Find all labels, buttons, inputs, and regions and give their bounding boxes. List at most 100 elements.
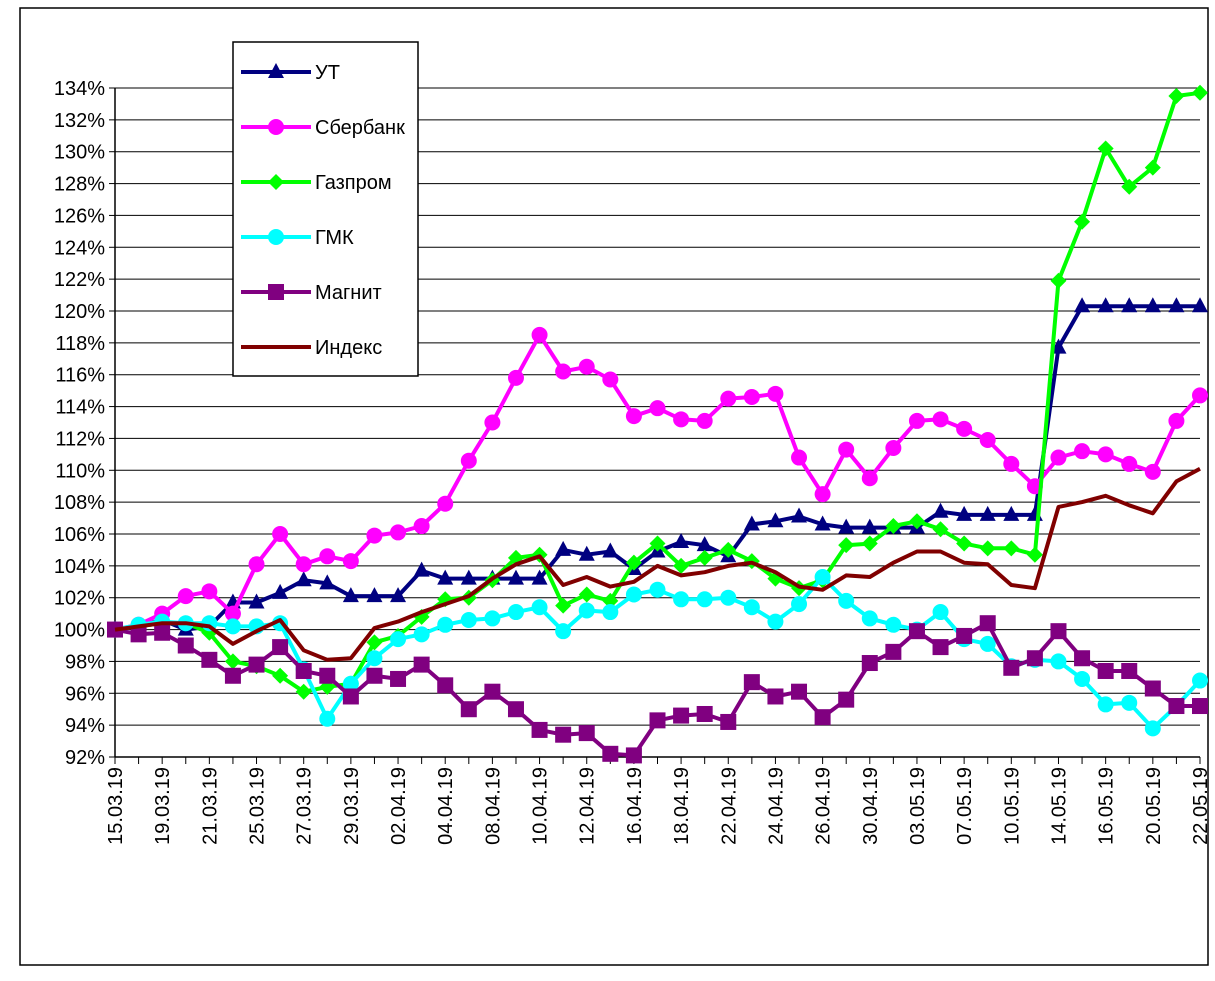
y-tick-label: 102% [54, 588, 105, 610]
marker [1050, 653, 1067, 670]
marker [1168, 297, 1185, 313]
marker [838, 592, 855, 609]
y-tick-label: 106% [54, 524, 105, 546]
marker [885, 643, 902, 660]
marker [979, 615, 996, 632]
marker [295, 571, 312, 587]
marker [625, 586, 642, 603]
marker [625, 554, 642, 571]
marker [720, 390, 737, 407]
marker [979, 432, 996, 449]
x-tick-label: 12.04.19 [577, 767, 599, 845]
marker [319, 667, 336, 684]
marker [342, 553, 359, 570]
x-tick-label: 14.05.19 [1048, 767, 1070, 845]
marker [861, 518, 878, 534]
marker [1050, 623, 1067, 640]
y-tick-label: 98% [65, 651, 105, 673]
y-tick-label: 112% [55, 428, 105, 450]
marker [413, 561, 430, 577]
marker [1121, 662, 1138, 679]
marker [531, 569, 548, 585]
marker [295, 683, 312, 700]
marker [956, 535, 973, 552]
marker [224, 605, 241, 622]
marker [767, 613, 784, 630]
marker [224, 667, 241, 684]
marker [743, 599, 760, 616]
marker [1192, 698, 1208, 715]
y-tick-label: 124% [54, 237, 105, 259]
legend-label: ГМК [315, 227, 354, 249]
marker [1144, 680, 1161, 697]
marker [1026, 546, 1043, 563]
marker [555, 597, 572, 614]
x-tick-label: 10.04.19 [530, 767, 552, 845]
marker [932, 502, 949, 518]
marker [602, 604, 619, 621]
marker [366, 527, 383, 544]
marker [602, 371, 619, 388]
marker [578, 725, 595, 742]
marker [1144, 720, 1161, 737]
marker [460, 569, 477, 585]
marker [767, 512, 784, 528]
marker [814, 569, 831, 586]
marker [578, 602, 595, 619]
marker [201, 583, 218, 600]
marker [1121, 455, 1138, 472]
axes: 92% 94% 96% 98% 100% 102% 104% 106% 108% 110% 112%… [54, 78, 1212, 845]
marker [885, 616, 902, 633]
x-tick-label: 16.04.19 [624, 767, 646, 845]
marker [696, 591, 713, 608]
marker [673, 411, 690, 428]
marker [1192, 297, 1208, 313]
marker [673, 532, 690, 548]
marker [814, 709, 831, 726]
x-tick-label: 08.04.19 [482, 767, 504, 845]
marker [956, 420, 973, 437]
marker [791, 683, 808, 700]
marker [268, 284, 284, 300]
x-tick-label: 19.03.19 [152, 767, 174, 845]
x-tick-label: 16.05.19 [1096, 767, 1118, 845]
marker [366, 634, 383, 651]
marker [1097, 297, 1114, 313]
marker [1026, 650, 1043, 667]
marker [908, 623, 925, 640]
marker [1168, 698, 1185, 715]
marker [696, 536, 713, 552]
y-tick-label: 130% [54, 142, 105, 164]
marker [743, 515, 760, 531]
x-tick-label: 04.04.19 [435, 767, 457, 845]
marker [673, 591, 690, 608]
marker [767, 688, 784, 705]
marker [268, 63, 284, 78]
marker [696, 412, 713, 429]
marker [932, 411, 949, 428]
y-tick-label: 110% [55, 460, 105, 482]
marker [460, 701, 477, 718]
marker [437, 677, 454, 694]
x-tick-label: 27.03.19 [294, 767, 316, 845]
marker [319, 574, 336, 590]
marker [555, 363, 572, 380]
marker [649, 400, 666, 417]
marker [1144, 297, 1161, 313]
marker [1144, 463, 1161, 480]
marker [1050, 272, 1067, 289]
marker [1003, 540, 1020, 557]
marker [1168, 87, 1185, 104]
marker [885, 439, 902, 456]
marker [720, 713, 737, 730]
marker [437, 495, 454, 512]
marker [366, 650, 383, 667]
marker [342, 688, 359, 705]
y-tick-label: 134% [54, 78, 105, 100]
series-line [114, 466, 1201, 662]
marker [272, 583, 289, 599]
marker [625, 408, 642, 425]
marker [578, 586, 595, 603]
